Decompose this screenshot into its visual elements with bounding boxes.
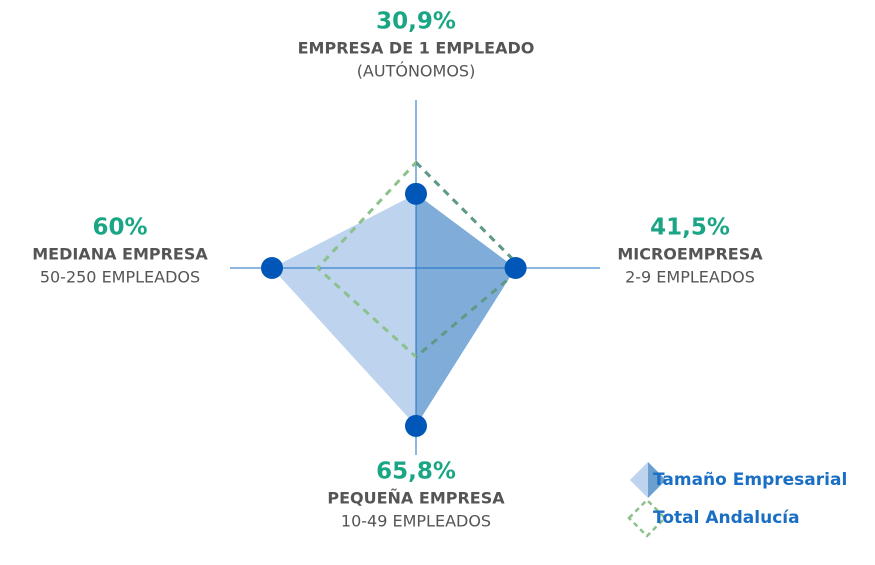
legend-swatch xyxy=(648,462,666,498)
marker xyxy=(504,257,527,279)
marker xyxy=(405,414,427,437)
marker xyxy=(405,182,427,205)
value-label: 60% xyxy=(92,215,147,241)
category-sublabel: 50-250 EMPLEADOS xyxy=(40,268,200,287)
area-shade xyxy=(416,193,516,426)
value-label: 30,9% xyxy=(376,9,456,35)
value-label: 65,8% xyxy=(376,459,456,485)
legend-label: Total Andalucía xyxy=(653,508,800,528)
legend-label: Tamaño Empresarial xyxy=(653,470,847,490)
legend-swatch xyxy=(627,498,667,538)
category-label: MEDIANA EMPRESA xyxy=(32,245,208,264)
legend-swatch xyxy=(630,462,648,498)
category-sublabel: (AUTÓNOMOS) xyxy=(357,62,476,81)
category-sublabel: 10-49 EMPLEADOS xyxy=(341,512,491,531)
value-label: 41,5% xyxy=(650,215,730,241)
marker xyxy=(261,257,283,279)
category-sublabel: 2-9 EMPLEADOS xyxy=(625,268,755,287)
category-label: EMPRESA DE 1 EMPLEADO xyxy=(298,39,535,58)
category-label: PEQUEÑA EMPRESA xyxy=(327,489,505,508)
category-label: MICROEMPRESA xyxy=(617,245,763,264)
